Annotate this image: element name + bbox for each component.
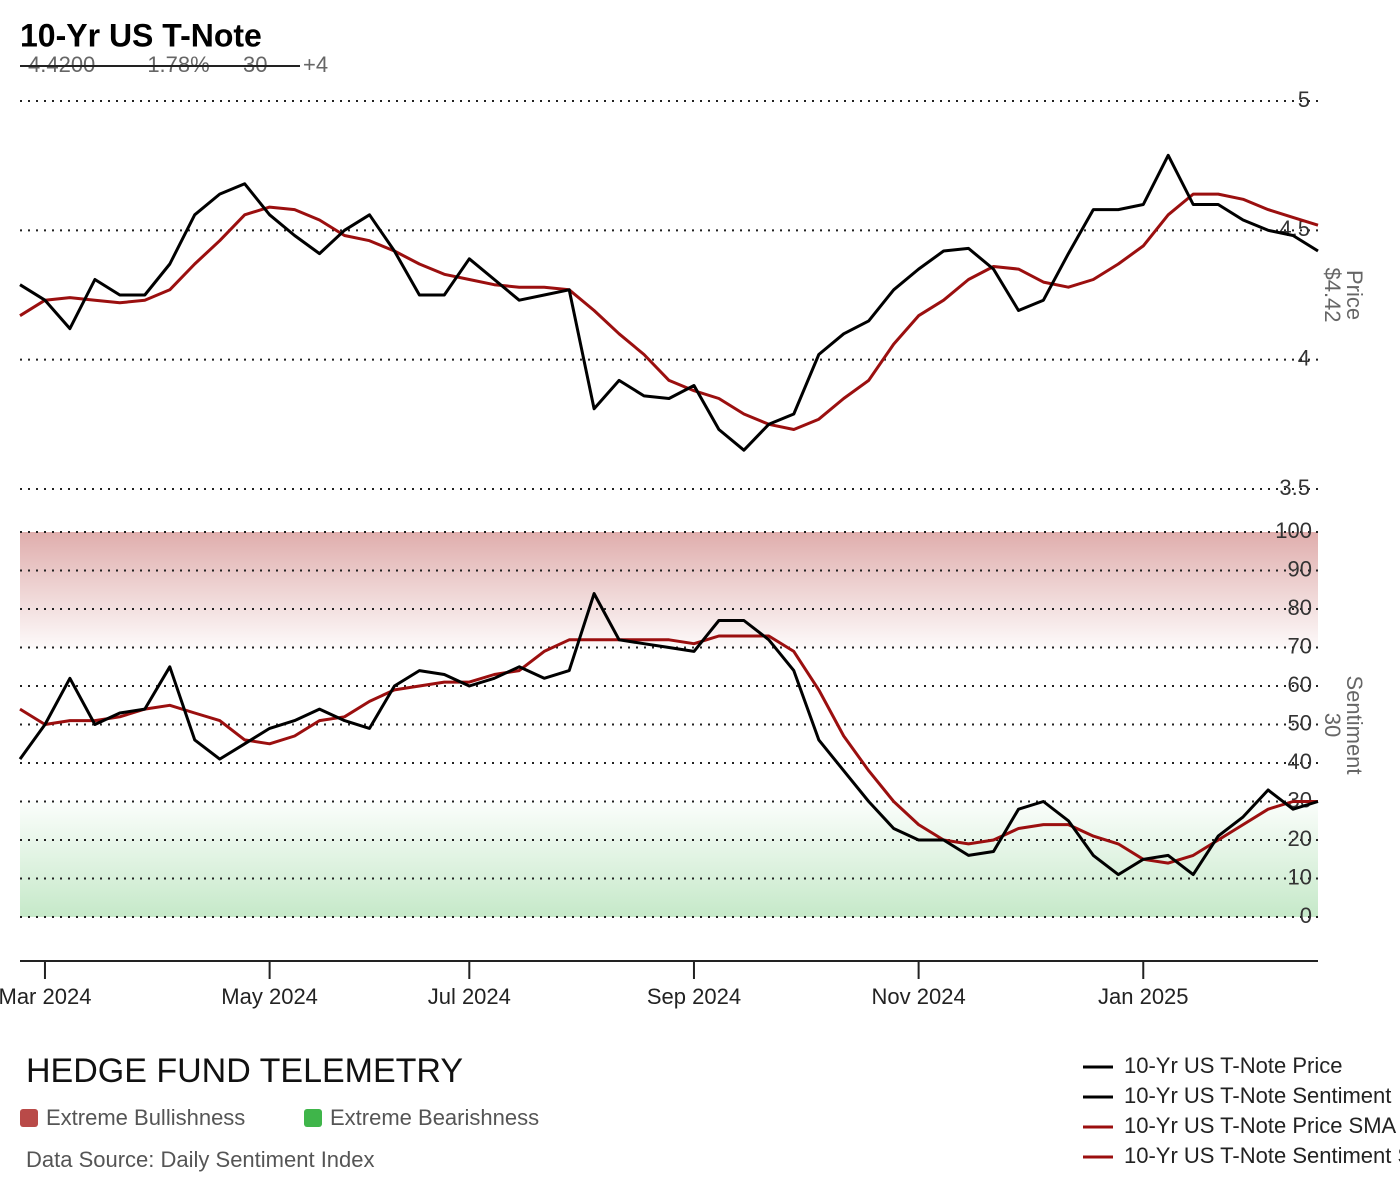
legend-label: Extreme Bullishness xyxy=(46,1105,245,1130)
y2-tick-label: 0 xyxy=(1300,903,1312,928)
series-line xyxy=(18,592,1319,877)
y2-tick-label: 70 xyxy=(1288,633,1312,658)
legend-label: 10-Yr US T-Note Sentiment SMA xyxy=(1124,1143,1400,1168)
series-line xyxy=(19,634,1318,865)
y2-tick-label: 20 xyxy=(1288,826,1312,851)
x-tick-label: Sep 2024 xyxy=(647,984,741,1009)
y-tick-label: 3.5 xyxy=(1279,475,1310,500)
y-tick-label: 4 xyxy=(1298,345,1310,370)
y2-tick-label: 100 xyxy=(1275,518,1312,543)
x-tick-label: Jan 2025 xyxy=(1098,984,1189,1009)
x-tick-label: May 2024 xyxy=(221,984,318,1009)
x-tick-label: Nov 2024 xyxy=(872,984,966,1009)
band xyxy=(20,532,1318,648)
axis-label: $4.42 xyxy=(1320,267,1345,322)
axis-label: Price xyxy=(1342,270,1367,320)
source: Data Source: Daily Sentiment Index xyxy=(26,1147,375,1172)
stat: 30 xyxy=(243,52,267,77)
brand: HEDGE FUND TELEMETRY xyxy=(26,1052,463,1090)
series-line xyxy=(19,153,1319,452)
y2-tick-label: 90 xyxy=(1288,556,1312,581)
legend-label: 10-Yr US T-Note Price xyxy=(1124,1053,1342,1078)
stat: 4.4200 xyxy=(28,52,95,77)
y2-tick-label: 60 xyxy=(1288,672,1312,697)
series-line xyxy=(19,192,1319,431)
band xyxy=(20,801,1318,917)
y2-tick-label: 40 xyxy=(1288,749,1312,774)
stat: -1.78% xyxy=(140,52,210,77)
stat: +4 xyxy=(303,52,328,77)
x-tick-label: Jul 2024 xyxy=(428,984,511,1009)
x-tick-label: Mar 2024 xyxy=(0,984,91,1009)
legend-swatch xyxy=(304,1109,322,1127)
y2-tick-label: 80 xyxy=(1288,595,1312,620)
y2-tick-label: 10 xyxy=(1288,864,1312,889)
legend-label: 10-Yr US T-Note Price SMA xyxy=(1124,1113,1397,1138)
legend-swatch xyxy=(20,1109,38,1127)
chart-title: 10-Yr US T-Note xyxy=(20,17,262,53)
axis-label: Sentiment xyxy=(1342,675,1367,774)
axis-label: 30 xyxy=(1320,713,1345,737)
y2-tick-label: 50 xyxy=(1288,710,1312,735)
legend-label: Extreme Bearishness xyxy=(330,1105,539,1130)
y-tick-label: 5 xyxy=(1298,87,1310,112)
legend-label: 10-Yr US T-Note Sentiment xyxy=(1124,1083,1391,1108)
